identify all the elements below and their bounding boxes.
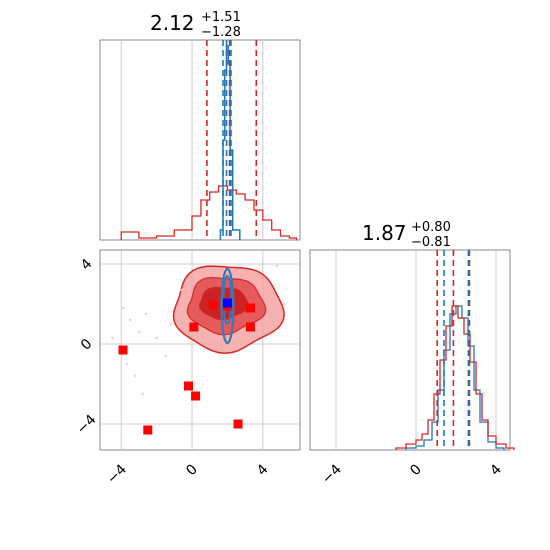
hist2-xtick-label: −4 [319,461,345,487]
hist1-quantile-lines [206,40,258,240]
scatter-panel: −4 0 4 −4 0 4 [74,249,301,487]
scatter-frame [99,249,301,451]
scatter-red-marker [143,425,153,435]
scatter-sample-point [180,288,183,292]
scatter-sample-point [282,302,286,306]
scatter-ytick-labels: −4 0 4 [74,256,100,438]
scatter-ytick-label: 4 [78,256,96,274]
hist2-xtick-label: 0 [407,462,425,480]
scatter-sample-point [134,374,137,378]
scatter-red-marker [233,419,243,429]
hist2-title-lower: −0.81 [411,235,451,250]
scatter-sample-point [196,274,199,278]
scatter-blue-contour-outer [220,267,235,345]
scatter-sample-point [275,264,279,268]
scatter-red-marker [208,300,218,310]
hist1-title-value: 2.12 [150,11,195,35]
hist1-title-upper: +1.51 [201,10,241,25]
scatter-red-marker [245,322,255,332]
hist2-title-upper: +0.80 [411,220,451,235]
hist2-frame [309,249,511,451]
scatter-ytick-label: 0 [78,336,96,354]
hist1-red-series [120,185,298,240]
hist2-grid [335,250,497,450]
hist1-grid [120,40,264,240]
scatter-xtick-label: −4 [104,461,130,487]
scatter-red-marker [191,391,201,401]
hist1-title-lower: −1.28 [201,25,241,40]
hist2-quantile-lines [436,250,471,450]
scatter-sample-point [125,362,128,366]
scatter-ytick-label: −4 [74,412,100,438]
hist2-red-series [395,305,515,450]
scatter-red-marker [118,345,128,355]
hist2-title-value: 1.87 [362,221,407,245]
hist2-xtick-label: 4 [487,461,505,479]
scatter-xtick-labels: −4 0 4 [104,461,272,487]
scatter-sample-point [128,318,132,322]
scatter-xtick-label: 4 [254,461,272,479]
scatter-red-marker [189,322,199,332]
scatter-blue-marker [222,298,232,308]
scatter-sample-point [121,306,125,310]
scatter-sample-point [169,322,172,326]
scatter-sample-point [164,354,167,358]
scatter-sample-point [141,392,144,396]
scatter-sample-point [111,336,114,340]
scatter-red-marker [183,381,193,391]
hist1-panel: 2.12 +1.51 −1.28 [99,10,301,241]
hist2-xtick-labels: −4 0 4 [319,461,505,487]
scatter-markers [118,298,255,435]
scatter-red-marker [245,303,255,313]
hist1-frame [99,39,301,241]
scatter-sample-point [155,336,158,340]
scatter-sample-point [137,330,141,334]
hist2-blue-series [405,305,505,450]
scatter-xtick-label: 0 [183,462,201,480]
scatter-sample-point [144,312,148,316]
hist2-panel: −4 0 4 1.87 +0.80 −0.81 [309,220,515,487]
